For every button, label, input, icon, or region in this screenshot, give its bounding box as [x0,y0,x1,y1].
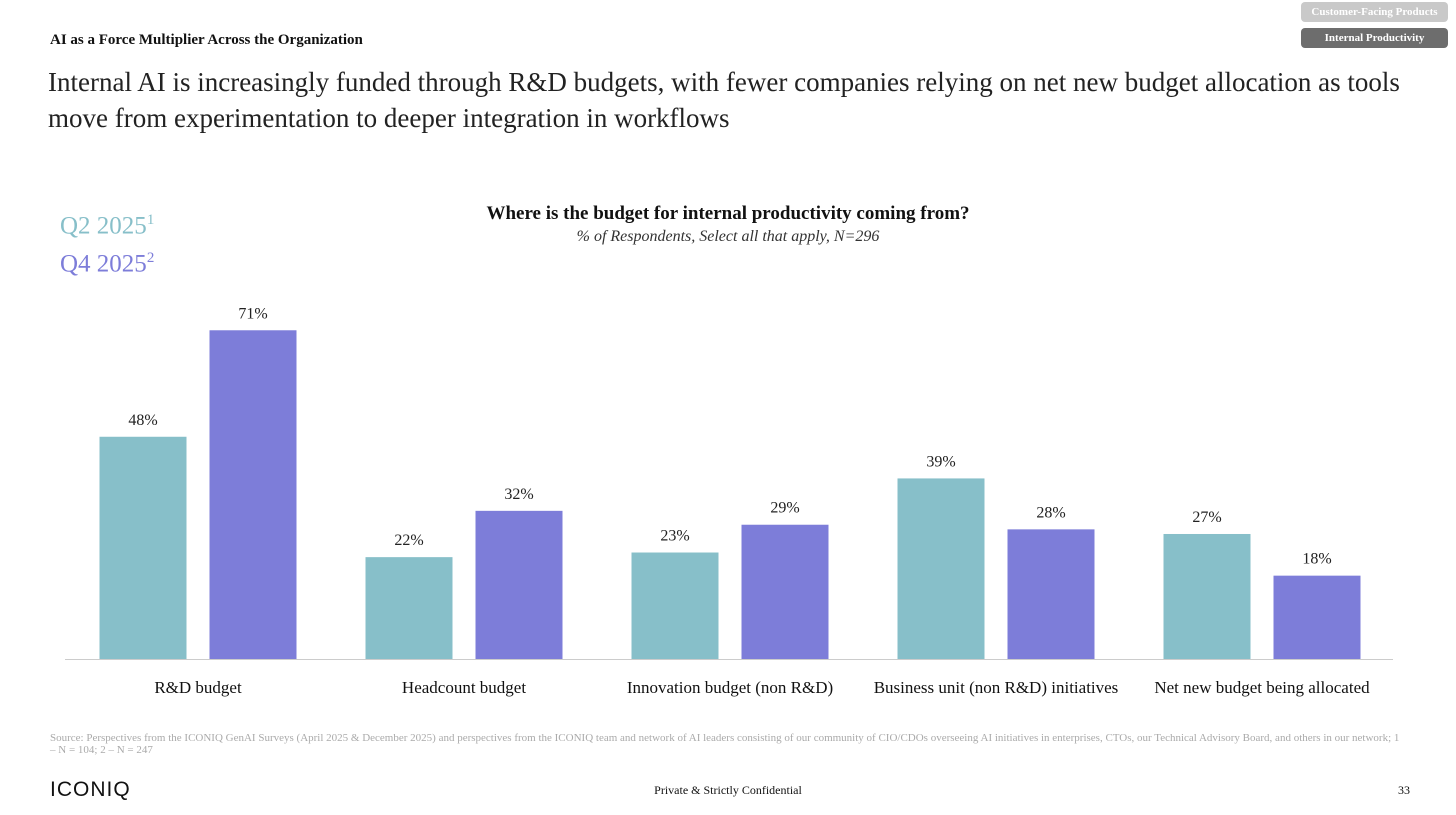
legend-footnote: 2 [146,250,155,266]
legend-footnote: 1 [146,212,155,228]
data-label: 39% [926,453,955,470]
category-label: R&D budget [154,678,242,697]
data-label: 71% [238,305,267,322]
bar-q4-2025 [1007,529,1095,659]
confidential-label: Private & Strictly Confidential [654,783,802,797]
data-label: 28% [1036,504,1065,521]
legend-label: Q4 2025 [60,250,147,278]
tab-customer-facing-products[interactable]: Customer-Facing Products [1301,2,1448,22]
data-label: 23% [660,528,689,545]
bar-q2-2025 [631,552,719,659]
bar-q4-2025 [741,524,829,659]
iconiq-logo: ICONIQ [50,778,131,801]
bar-q2-2025 [1163,533,1251,659]
data-label: 22% [394,532,423,549]
chart-title: Where is the budget for internal product… [486,203,970,224]
bar-q4-2025 [475,510,563,659]
legend-label: Q2 2025 [60,212,147,240]
page-number: 33 [1398,783,1410,797]
tab-internal-productivity[interactable]: Internal Productivity [1301,28,1448,48]
data-label: 32% [504,486,533,503]
headline: Internal AI is increasingly funded throu… [48,67,1400,133]
chart-subtitle: % of Respondents, Select all that apply,… [576,228,880,245]
bar-q2-2025 [897,478,985,659]
bar-q2-2025 [99,436,187,659]
category-label: Innovation budget (non R&D) [627,678,833,697]
section-title: AI as a Force Multiplier Across the Orga… [50,32,363,48]
category-label: Business unit (non R&D) initiatives [874,678,1119,697]
source-note: Source: Perspectives from the ICONIQ Gen… [50,732,1400,756]
category-label: Headcount budget [402,678,526,697]
bar-q4-2025 [209,330,297,659]
data-label: 18% [1302,551,1331,568]
data-label: 29% [770,500,799,517]
category-label: Net new budget being allocated [1154,678,1370,697]
data-label: 48% [128,412,157,429]
legend-q2-2025: Q2 20251 [60,212,154,240]
bar-q2-2025 [365,557,453,659]
bar-q4-2025 [1273,575,1361,659]
legend-q4-2025: Q4 20252 [60,250,154,278]
data-label: 27% [1192,509,1221,526]
